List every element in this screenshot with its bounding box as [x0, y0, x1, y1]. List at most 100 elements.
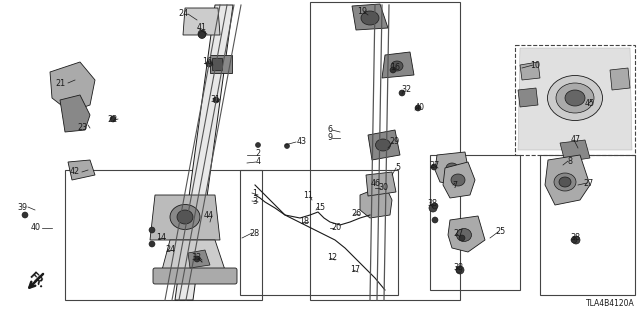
Text: 16: 16	[202, 58, 212, 67]
Text: 32: 32	[401, 85, 411, 94]
Ellipse shape	[177, 210, 193, 224]
Circle shape	[22, 212, 28, 218]
Text: 11: 11	[303, 191, 313, 201]
Text: 25: 25	[495, 228, 505, 236]
Text: 31: 31	[210, 94, 220, 103]
Ellipse shape	[559, 177, 571, 187]
Circle shape	[571, 237, 577, 243]
Circle shape	[399, 90, 405, 96]
Text: 40: 40	[31, 223, 41, 233]
Text: 47: 47	[571, 135, 581, 145]
Text: 23: 23	[77, 124, 87, 132]
Circle shape	[415, 105, 421, 111]
Circle shape	[255, 142, 260, 148]
Ellipse shape	[565, 90, 585, 106]
Ellipse shape	[451, 174, 465, 186]
Polygon shape	[175, 5, 233, 300]
Circle shape	[432, 203, 438, 209]
Polygon shape	[610, 68, 630, 90]
Text: 15: 15	[315, 203, 325, 212]
Text: 22: 22	[107, 115, 117, 124]
Text: 39: 39	[17, 203, 27, 212]
Text: 28: 28	[249, 228, 259, 237]
Text: 21: 21	[55, 78, 65, 87]
Text: 26: 26	[351, 210, 361, 219]
FancyBboxPatch shape	[153, 268, 237, 284]
Bar	[540, 155, 635, 295]
Circle shape	[431, 164, 437, 170]
Text: 24: 24	[178, 10, 188, 19]
Text: 45: 45	[585, 100, 595, 108]
Text: 30: 30	[378, 183, 388, 193]
Polygon shape	[518, 48, 632, 150]
Bar	[515, 45, 635, 155]
Text: 12: 12	[327, 253, 337, 262]
Text: 38: 38	[453, 262, 463, 271]
Polygon shape	[183, 8, 220, 35]
Circle shape	[149, 241, 155, 247]
Bar	[212, 58, 222, 70]
Text: 6: 6	[328, 125, 333, 134]
Polygon shape	[448, 216, 485, 252]
Text: 38: 38	[570, 233, 580, 242]
Text: 18: 18	[299, 218, 309, 227]
Circle shape	[206, 61, 212, 67]
Polygon shape	[520, 62, 540, 80]
Text: 14: 14	[156, 234, 166, 243]
Ellipse shape	[376, 139, 390, 151]
Circle shape	[198, 30, 206, 38]
Polygon shape	[360, 185, 392, 218]
Text: 3: 3	[253, 196, 257, 205]
Circle shape	[110, 116, 116, 122]
Polygon shape	[560, 140, 590, 162]
Ellipse shape	[547, 76, 602, 121]
Text: 42: 42	[70, 167, 80, 177]
Text: 9: 9	[328, 133, 333, 142]
Bar	[310, 2, 460, 300]
Circle shape	[149, 227, 155, 233]
Polygon shape	[435, 152, 470, 185]
Text: 38: 38	[427, 199, 437, 209]
Text: 27: 27	[584, 179, 594, 188]
Text: 1: 1	[253, 188, 257, 197]
Text: 43: 43	[297, 138, 307, 147]
Circle shape	[198, 31, 205, 38]
Ellipse shape	[556, 83, 594, 113]
Text: 4: 4	[255, 156, 260, 165]
Text: 16: 16	[390, 63, 400, 73]
Polygon shape	[518, 88, 538, 107]
Polygon shape	[382, 52, 414, 78]
Text: 41: 41	[197, 23, 207, 33]
Circle shape	[456, 266, 464, 274]
Text: 40: 40	[415, 102, 425, 111]
Text: 27: 27	[454, 229, 464, 238]
Polygon shape	[368, 130, 400, 160]
Polygon shape	[188, 250, 210, 268]
Text: 44: 44	[204, 211, 214, 220]
Polygon shape	[443, 162, 475, 198]
Ellipse shape	[361, 11, 379, 25]
Polygon shape	[50, 62, 95, 112]
Circle shape	[285, 143, 289, 148]
Bar	[240, 170, 398, 295]
Text: 20: 20	[331, 223, 341, 233]
Circle shape	[194, 256, 200, 262]
Text: 7: 7	[452, 180, 458, 189]
Polygon shape	[352, 4, 388, 30]
Text: 29: 29	[390, 138, 400, 147]
Bar	[430, 155, 520, 290]
Text: 24: 24	[165, 245, 175, 254]
Bar	[65, 170, 262, 300]
Circle shape	[429, 204, 437, 212]
Text: 46: 46	[371, 179, 381, 188]
Text: 8: 8	[568, 156, 573, 165]
Polygon shape	[366, 172, 396, 196]
Polygon shape	[68, 160, 95, 180]
Text: TLA4B4120A: TLA4B4120A	[586, 299, 635, 308]
Circle shape	[456, 267, 462, 273]
Ellipse shape	[554, 173, 576, 191]
Bar	[210, 55, 232, 73]
Text: 2: 2	[255, 148, 260, 157]
Circle shape	[459, 235, 465, 241]
Text: 33: 33	[191, 253, 201, 262]
